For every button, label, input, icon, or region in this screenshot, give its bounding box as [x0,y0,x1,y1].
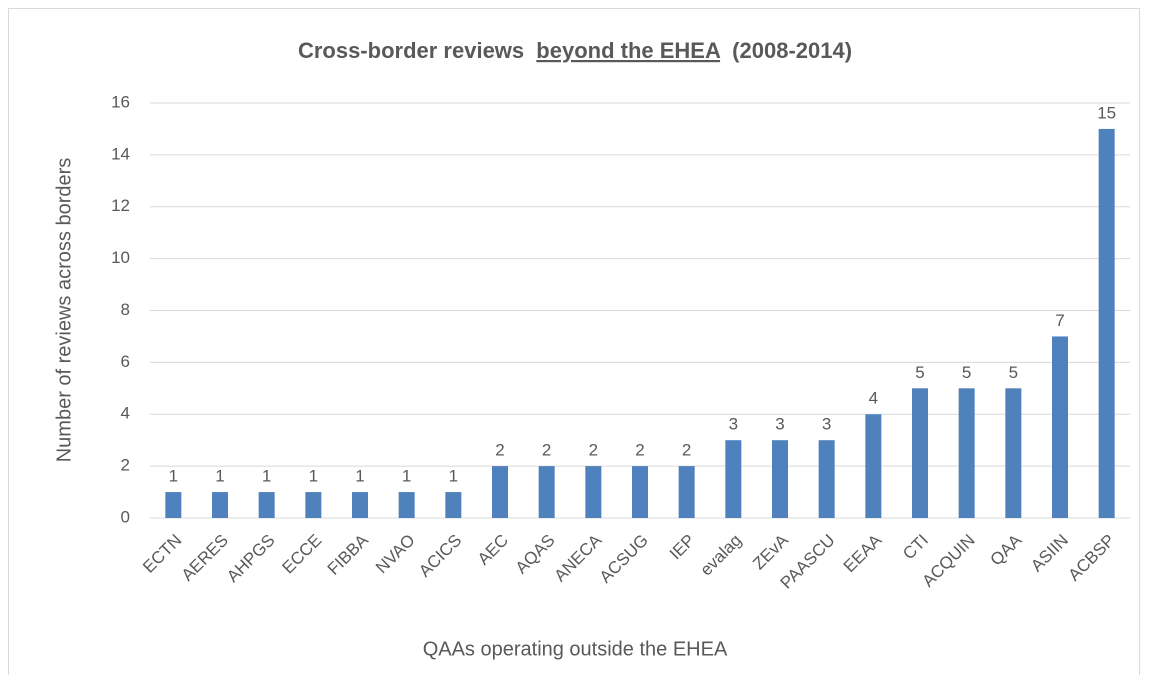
bar [678,466,695,518]
y-tick-label: 0 [121,507,130,526]
data-label: 5 [915,363,924,382]
chart-title: Cross-border reviews beyond the EHEA (20… [298,38,852,63]
y-tick-label: 10 [111,248,130,267]
data-label: 2 [635,441,644,460]
y-tick-label: 8 [121,300,130,319]
data-label: 3 [775,415,784,434]
bar [212,492,228,518]
bar [445,492,462,518]
data-label: 4 [869,389,878,408]
data-label: 1 [262,467,271,486]
data-label: 7 [1055,311,1064,330]
bar [912,388,928,518]
title-part: (2008-2014) [732,38,852,63]
bar [398,492,415,518]
data-label: 5 [1009,363,1018,382]
bar [258,492,275,518]
bar [538,466,555,518]
bar [1005,388,1022,518]
data-label: 2 [589,441,598,460]
data-label: 1 [449,467,458,486]
data-label: 1 [402,467,411,486]
x-axis-title: QAAs operating outside the EHEA [423,638,728,660]
chart-frame [8,8,1140,675]
y-tick-label: 6 [121,352,130,371]
y-axis-title: Number of reviews across borders [53,158,75,463]
bar [352,492,368,518]
bar [632,466,648,518]
y-tick-label: 2 [121,456,130,475]
data-label: 2 [682,441,691,460]
y-tick-label: 16 [111,92,130,111]
data-label: 1 [215,467,224,486]
data-label: 5 [962,363,971,382]
bar [865,414,882,518]
y-tick-label: 4 [121,404,130,423]
bar [492,466,508,518]
bar [165,492,182,518]
data-label: 3 [729,415,738,434]
title-part: beyond the EHEA [536,38,721,63]
bar [305,492,322,518]
data-label: 1 [309,467,318,486]
bar [585,466,602,518]
bar [958,388,975,518]
data-label: 2 [495,441,504,460]
y-tick-label: 14 [111,144,130,163]
title-part: Cross-border reviews [298,38,524,63]
data-label: 1 [169,467,178,486]
bar [1052,336,1068,518]
data-label: 3 [822,415,831,434]
data-label: 15 [1097,103,1116,122]
bar [818,440,835,518]
bar [725,440,742,518]
bar [772,440,788,518]
bar [1098,128,1115,518]
data-label: 1 [355,467,364,486]
y-tick-label: 12 [111,196,130,215]
data-label: 2 [542,441,551,460]
